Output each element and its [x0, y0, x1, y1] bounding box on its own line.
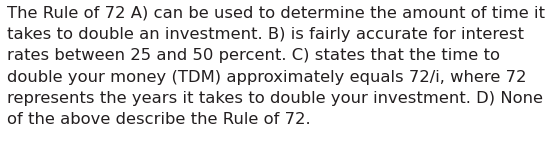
- Text: The Rule of 72 A) can be used to determine the amount of time it
takes to double: The Rule of 72 A) can be used to determi…: [7, 6, 545, 127]
